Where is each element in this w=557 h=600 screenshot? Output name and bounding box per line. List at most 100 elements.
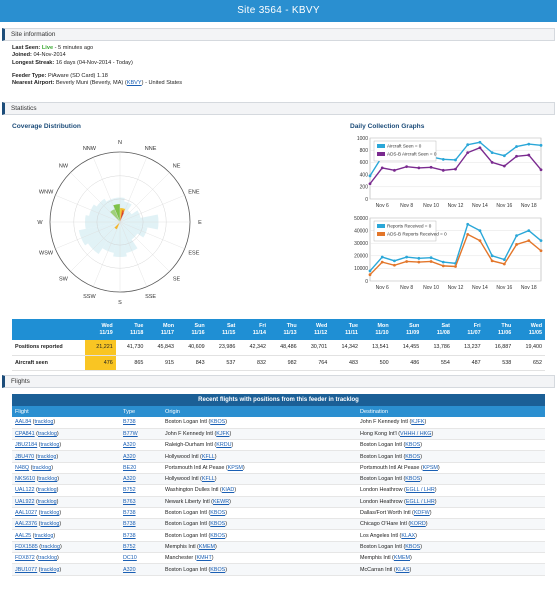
stats-cell: 42,342 [238,340,269,356]
aircraft-type-link[interactable]: A320 [123,453,136,460]
destination-code-link[interactable]: KPSM [422,464,438,471]
tracklog-link[interactable]: tracklog [41,543,60,550]
destination-name: Portsmouth Intl At Pease ( [360,464,423,471]
tracklog-link[interactable]: tracklog [34,532,54,539]
stats-day-date: 11/05 [528,329,542,336]
stats-day-name: Wed [316,323,328,329]
origin-code-link[interactable]: KMEM [198,543,216,550]
aircraft-type-link[interactable]: BE20 [123,464,137,471]
tracklog-link[interactable]: tracklog [32,464,52,471]
airport-code-link[interactable]: KBVY [126,80,142,87]
aircraft-type-link[interactable]: B738 [123,510,136,517]
destination-code-link[interactable]: KBOS [405,442,421,449]
destination-code-link[interactable]: KORD [410,521,426,528]
origin-code-link[interactable]: KBOS [210,510,226,517]
destination-code-link[interactable]: KLAS [395,566,410,573]
destination-code-link[interactable]: KJFK [411,419,425,426]
flight-link[interactable]: CPA841 [15,430,35,437]
origin-name: Washington Dulles Intl ( [165,487,222,494]
series-point [380,260,384,264]
coverage-hotspot [114,222,120,230]
aircraft-type-link[interactable]: B738 [123,419,136,426]
origin-code-link[interactable]: KFLL [201,453,215,460]
tracklog-link[interactable]: tracklog [38,476,58,483]
tracklog-link[interactable]: tracklog [40,521,60,528]
flight-link[interactable]: JBU1077 [15,566,38,573]
destination-code-link[interactable]: KBOS [405,476,421,483]
series-point [441,157,445,161]
destination-code-link[interactable]: KDFW [413,510,430,517]
stats-day-date: 11/13 [283,329,297,336]
series-point [490,151,494,155]
flight-link[interactable]: N48Q [15,464,30,471]
direction-label: N [118,140,122,146]
tracklog-link[interactable]: tracklog [37,453,57,460]
stats-day-name: Thu [501,323,512,329]
flight-cell: JBU2184 (tracklog) [12,439,120,452]
flight-link[interactable]: AAL25 [15,532,32,539]
aircraft-type-link[interactable]: A320 [123,566,136,573]
flight-link[interactable]: UAL122 [15,487,35,494]
aircraft-type-link[interactable]: B752 [123,487,136,494]
stats-day-name: Fri [473,323,481,329]
destination-code-link[interactable]: KMEM [393,555,411,562]
aircraft-type-link[interactable]: B77W [123,430,138,437]
destination-code-link[interactable]: KBOS [405,453,421,460]
aircraft-type-link[interactable]: A320 [123,442,136,449]
aircraft-type-link[interactable]: B763 [123,498,136,505]
series-point [466,151,470,155]
stats-cell: 483 [330,355,361,371]
tracklog-link[interactable]: tracklog [40,510,60,517]
y-tick-label: 30000 [354,241,368,247]
series-point [417,166,421,170]
tracklog-link[interactable]: tracklog [38,555,57,562]
origin-code-link[interactable]: KJFK [216,430,230,437]
series-point [380,255,384,259]
aircraft-type-link[interactable]: B738 [123,532,136,539]
aircraft-type-link[interactable]: DC10 [123,555,137,562]
flight-link[interactable]: AAL2376 [15,521,38,528]
origin-code-link[interactable]: KBOS [210,532,226,539]
paren: ) [434,487,437,494]
origin-code-link[interactable]: KIAD [221,487,235,494]
flight-link[interactable]: JBU2184 [15,442,38,449]
destination-code-link[interactable]: KBOS [405,543,421,550]
flight-link[interactable]: UAL922 [15,498,35,505]
destination-code-link[interactable]: KLAX [401,532,416,539]
series-point [539,239,543,243]
origin-code-link[interactable]: KEWR [212,498,230,505]
tracklog-link[interactable]: tracklog [37,430,57,437]
aircraft-type-link[interactable]: A320 [123,476,136,483]
origin-code-link[interactable]: KPSM [227,464,243,471]
flight-link[interactable]: AAL84 [15,419,32,426]
flight-link[interactable]: JBU470 [15,453,35,460]
flight-link[interactable]: AAL1027 [15,510,38,517]
origin-code-link[interactable]: KRDU [216,442,232,449]
destination-code-link[interactable]: EGLL / LHR [405,487,435,494]
flight-link[interactable]: NKS610 [15,476,36,483]
flight-row: UAL922 (tracklog) B763 Newark Liberty Intl… [12,496,545,508]
origin-cell: Boston Logan Intl (KBOS) [162,507,357,520]
origin-code-link[interactable]: KBOS [210,566,226,573]
tracklog-link[interactable]: tracklog [34,419,54,426]
flight-link[interactable]: FDX1585 [15,543,38,550]
joined-value: 04-Nov-2014 [31,52,66,59]
destination-code-link[interactable]: EGLL / LHR [405,498,435,505]
tracklog-link[interactable]: tracklog [40,442,60,449]
aircraft-type-link[interactable]: B738 [123,521,136,528]
series-point [539,249,543,253]
series-point [393,263,396,267]
aircraft-type-link[interactable]: B752 [123,543,136,550]
origin-code-link[interactable]: KMHT [196,555,212,562]
coverage-spoke [119,221,185,249]
tracklog-link[interactable]: tracklog [37,498,57,505]
tracklog-link[interactable]: tracklog [40,566,60,573]
direction-label: S [118,300,122,306]
origin-code-link[interactable]: KFLL [201,476,215,483]
origin-code-link[interactable]: KBOS [210,521,226,528]
stats-day-date: 11/16 [191,329,205,336]
tracklog-link[interactable]: tracklog [37,487,57,494]
origin-code-link[interactable]: KBOS [210,419,226,426]
flight-link[interactable]: FDX872 [15,555,35,562]
destination-code-link[interactable]: VHHH / HKG [400,430,432,437]
